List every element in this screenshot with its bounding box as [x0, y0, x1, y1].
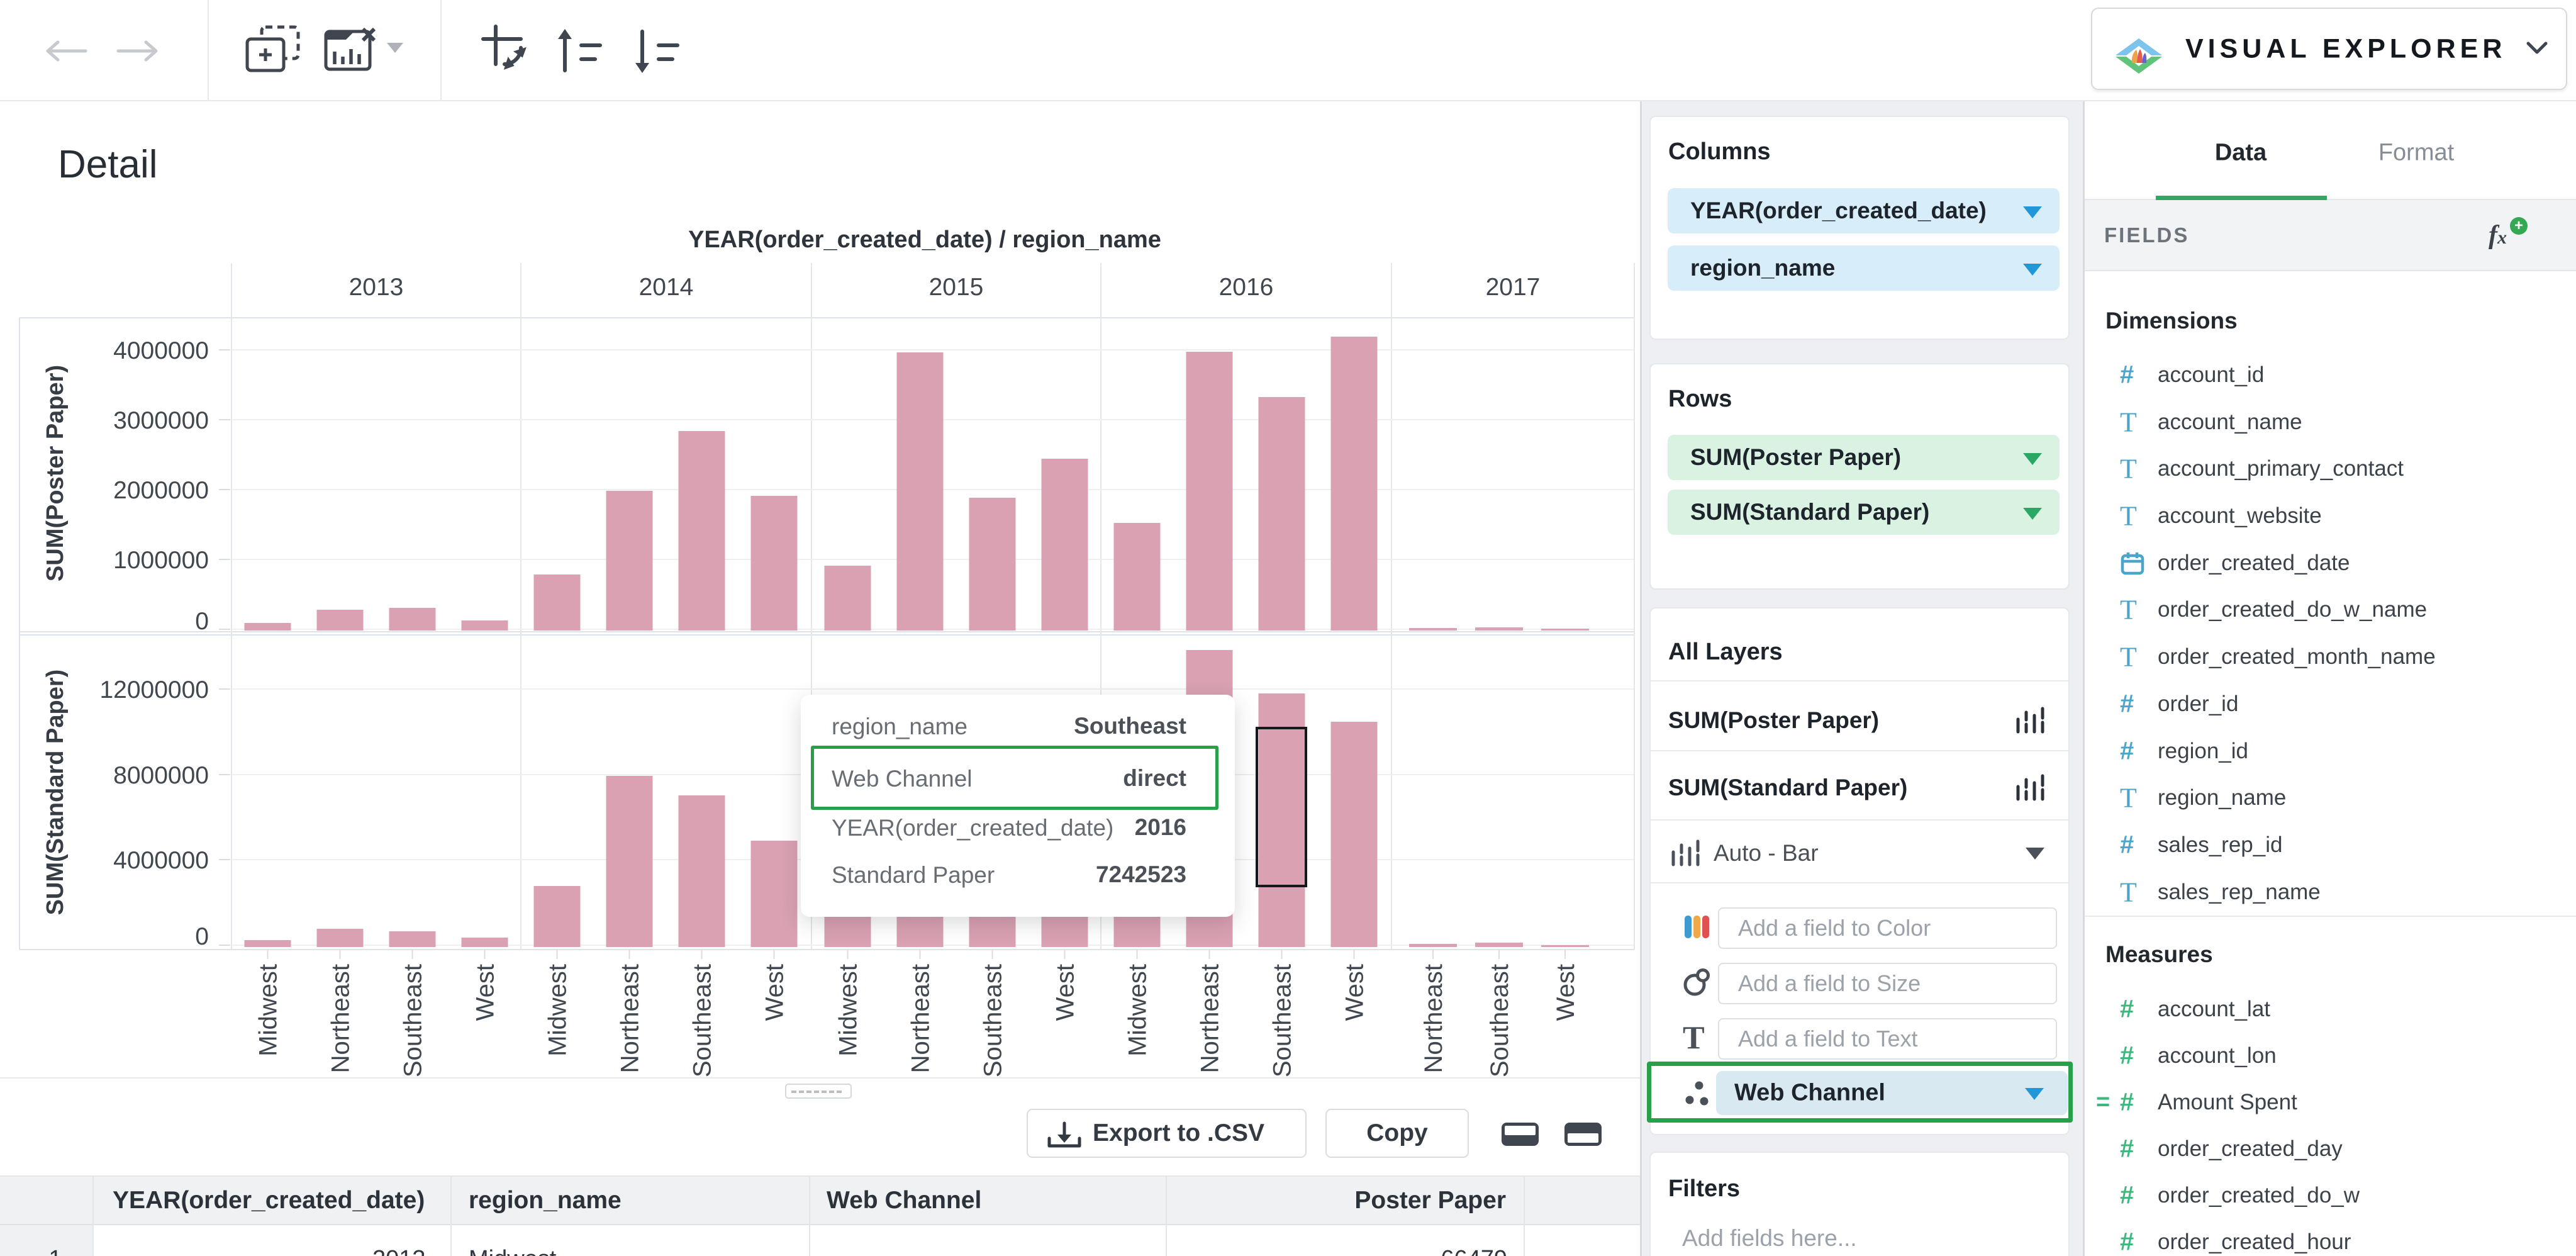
svg-text:SUM(Standard Paper): SUM(Standard Paper): [42, 670, 69, 916]
svg-text:Northeast: Northeast: [1420, 964, 1447, 1073]
svg-text:1000000: 1000000: [113, 547, 209, 574]
svg-text:Northeast: Northeast: [907, 964, 935, 1073]
svg-text:12000000: 12000000: [99, 676, 209, 704]
svg-text:2000000: 2000000: [113, 477, 209, 504]
svg-text:2014: 2014: [639, 274, 694, 301]
svg-text:Midwest: Midwest: [255, 964, 282, 1057]
svg-text:Northeast: Northeast: [327, 964, 355, 1073]
svg-text:3000000: 3000000: [113, 407, 209, 434]
svg-text:YEAR(order_created_date) / reg: YEAR(order_created_date) / region_name: [688, 227, 1161, 253]
svg-text:West: West: [1341, 964, 1369, 1021]
svg-text:4000000: 4000000: [113, 847, 209, 874]
svg-text:Southeast: Southeast: [979, 964, 1007, 1077]
svg-text:2013: 2013: [349, 274, 404, 301]
svg-text:West: West: [761, 964, 789, 1021]
svg-text:Southeast: Southeast: [1269, 964, 1296, 1077]
svg-text:Southeast: Southeast: [1486, 964, 1514, 1077]
svg-text:8000000: 8000000: [113, 762, 209, 789]
svg-text:West: West: [1052, 964, 1079, 1021]
svg-text:4000000: 4000000: [113, 337, 209, 364]
svg-text:Northeast: Northeast: [1196, 964, 1224, 1073]
svg-text:Southeast: Southeast: [399, 964, 427, 1077]
svg-text:0: 0: [195, 923, 209, 950]
svg-text:Southeast: Southeast: [689, 964, 716, 1077]
svg-text:SUM(Poster Paper): SUM(Poster Paper): [42, 365, 69, 581]
svg-text:2017: 2017: [1486, 274, 1541, 301]
svg-text:West: West: [1552, 964, 1580, 1021]
svg-text:2016: 2016: [1219, 274, 1274, 301]
svg-text:Midwest: Midwest: [544, 964, 572, 1057]
svg-text:2015: 2015: [929, 274, 984, 301]
svg-text:0: 0: [195, 608, 209, 635]
svg-text:West: West: [472, 964, 499, 1021]
svg-text:Northeast: Northeast: [616, 964, 644, 1073]
svg-text:Midwest: Midwest: [1124, 964, 1152, 1057]
svg-text:Midwest: Midwest: [835, 964, 862, 1057]
